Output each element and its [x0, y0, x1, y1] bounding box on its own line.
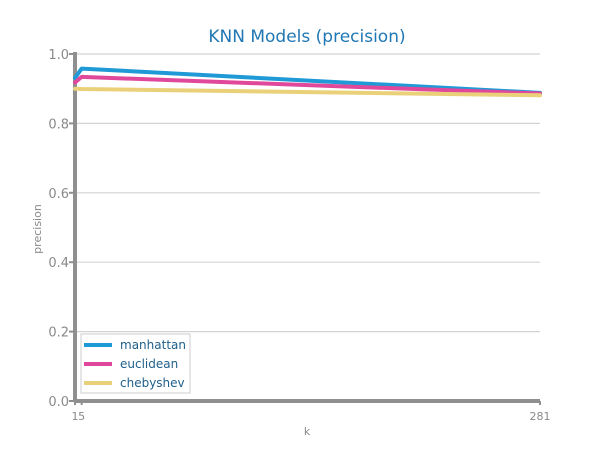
x-tick-label: 1 [72, 410, 79, 423]
y-tick-label: 0.8 [48, 117, 69, 132]
legend-label-manhattan: manhattan [120, 338, 186, 352]
x-axis-ticks: 1 5 281 [72, 401, 551, 423]
legend-label-euclidean: euclidean [120, 357, 178, 371]
chart-title: KNN Models (precision) [208, 27, 405, 47]
y-axis-ticks: 0.0 0.2 0.4 0.6 0.8 1.0 [48, 48, 75, 410]
x-axis-label: k [304, 425, 311, 438]
legend-label-chebyshev: chebyshev [120, 376, 185, 390]
y-tick-label: 0.2 [48, 326, 69, 341]
y-tick-label: 0.0 [48, 395, 69, 410]
x-tick-label: 281 [530, 410, 551, 423]
y-tick-label: 1.0 [48, 48, 69, 63]
axes [73, 52, 540, 403]
y-tick-label: 0.6 [48, 187, 69, 202]
series-line-euclidean [73, 74, 542, 96]
series-line-manhattan [73, 66, 542, 95]
series [73, 66, 542, 98]
y-tick-label: 0.4 [48, 256, 69, 271]
y-axis-label: precision [31, 204, 44, 254]
x-tick-label: 5 [78, 410, 85, 423]
legend: manhattan euclidean chebyshev [80, 333, 191, 394]
series-line-chebyshev [73, 86, 542, 98]
